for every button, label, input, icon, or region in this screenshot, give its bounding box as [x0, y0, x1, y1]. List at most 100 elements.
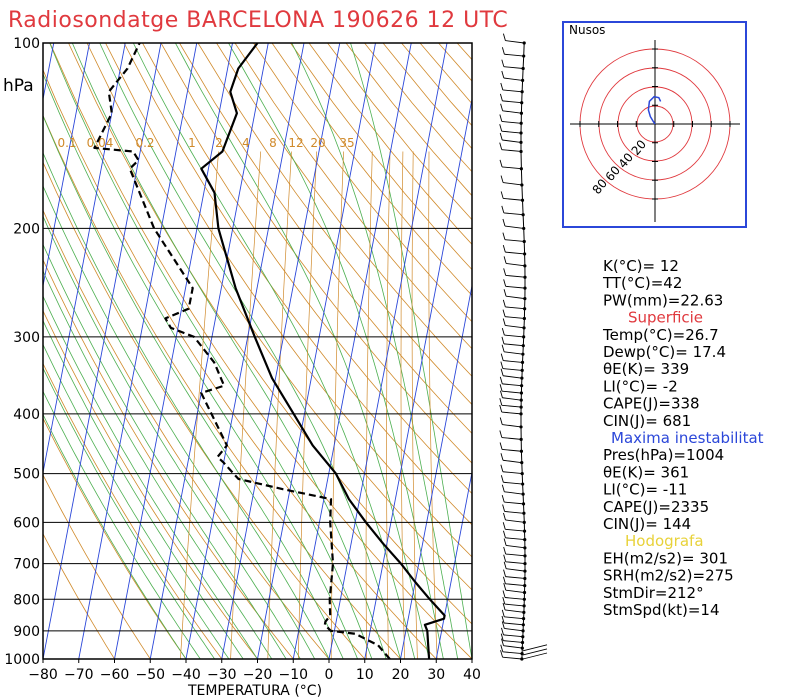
index-row: K(°C)= 12	[603, 257, 679, 275]
barb-station	[522, 226, 526, 231]
mixing-ratio-label: 12	[288, 136, 303, 150]
barb-station	[523, 561, 527, 566]
wind-barb-feather	[501, 627, 504, 636]
mixing-ratio-line	[411, 151, 418, 659]
wind-barb-feather	[499, 442, 503, 450]
isotherm	[292, 43, 412, 659]
wind-barb-feather	[502, 596, 506, 605]
wind-barb-feather	[502, 602, 506, 611]
temperature-tick-label: −40	[171, 667, 201, 683]
pressure-tick-label: 400	[13, 407, 40, 423]
wind-barb	[505, 251, 525, 255]
dry-adiabat	[43, 362, 223, 659]
barb-station	[520, 646, 524, 650]
wind-barb	[502, 656, 522, 660]
isotherm	[400, 283, 472, 659]
barb-station	[522, 610, 526, 614]
moist-adiabat	[43, 243, 287, 659]
wind-barb-feather	[499, 159, 503, 168]
temperature-tick-label: −80	[28, 667, 58, 683]
isotherm	[221, 43, 341, 659]
barb-station	[521, 617, 526, 621]
wind-barb-feather	[501, 615, 505, 624]
wind-barb	[504, 597, 525, 600]
wind-barb	[505, 537, 525, 541]
barb-station	[519, 167, 523, 171]
pressure-axis: 100 200 300 400 500 600 700 800 900 1000	[4, 36, 40, 668]
isotherm	[364, 96, 472, 659]
wind-barb-feather	[502, 590, 506, 598]
mixing-ratio-labels: 0.1 0.04 0.2 1 2 4 8 12 20 35	[57, 136, 354, 150]
wind-barb	[502, 397, 522, 401]
dry-adiabat	[43, 417, 187, 659]
wind-barb-feather	[501, 59, 505, 67]
index-row: CIN(J)= 144	[603, 515, 691, 533]
pressure-tick-label: 800	[13, 592, 40, 608]
wind-barb	[503, 197, 523, 201]
wind-barb	[501, 166, 522, 170]
wind-barb-feather	[501, 621, 505, 629]
wind-barb-feather	[500, 353, 504, 361]
wind-barb	[501, 411, 522, 415]
dewpoint-line	[93, 43, 391, 659]
mixing-ratio-line	[330, 151, 344, 659]
wind-barb-feather	[502, 522, 506, 530]
wind-barb-surface	[522, 652, 548, 660]
wind-barb-feather	[500, 633, 504, 641]
profile-lines	[93, 43, 446, 659]
wind-barb-feather	[499, 142, 503, 150]
wind-barb-feather	[501, 205, 505, 214]
wind-barb	[503, 640, 523, 643]
temperature-tick-label: 20	[392, 667, 410, 683]
index-row: TT(°C)=42	[602, 274, 682, 292]
isotherm	[43, 43, 126, 475]
wind-barb	[503, 77, 523, 81]
pressure-tick-label: 900	[13, 624, 40, 640]
wind-barb-feather	[503, 554, 507, 562]
wind-barb	[506, 262, 525, 267]
wind-barb	[502, 139, 522, 143]
wind-barb-feather	[502, 218, 506, 227]
mixing-ratio-label: 0.2	[135, 136, 154, 150]
index-row: StmDir=212°	[603, 584, 704, 602]
barb-station	[521, 623, 525, 627]
temperature-tick-label: −10	[278, 667, 308, 683]
barb-station	[523, 275, 527, 279]
moist-adiabat	[43, 215, 301, 659]
moist-adiabat	[43, 73, 358, 659]
dry-adiabat	[43, 533, 115, 659]
index-row: CAPE(J)=2335	[603, 498, 709, 516]
dry-adiabat	[43, 68, 437, 659]
mixing-ratio-line	[180, 151, 219, 659]
dry-adiabat	[142, 43, 472, 495]
wind-barb-feather	[502, 299, 506, 308]
mixing-ratio-label: 20	[310, 136, 325, 150]
wind-barb-feather	[502, 309, 506, 317]
wind-barb-feather	[503, 561, 507, 569]
barb-station	[519, 121, 523, 125]
mixing-ratio-label: 0.04	[87, 136, 114, 150]
dry-adiabat	[234, 43, 472, 350]
wind-barb	[504, 603, 525, 607]
moist-adiabat	[43, 319, 244, 659]
wind-barb-feather	[501, 327, 505, 336]
skewt-plot: 0.1 0.04 0.2 1 2 4 8 12 20 35 1002003004005006007…	[3, 36, 481, 699]
wind-barb-feather	[500, 368, 504, 376]
barb-station	[520, 90, 524, 94]
wind-barb-feather	[503, 530, 506, 538]
barb-station	[523, 538, 527, 542]
wind-barb	[505, 324, 525, 329]
mixing-ratio-line	[386, 151, 391, 659]
dry-adiabat	[43, 309, 258, 659]
barb-station	[523, 554, 527, 558]
temperature-tick-label: −20	[243, 667, 273, 683]
pressure-tick-label: 300	[13, 330, 40, 346]
wind-barb	[503, 212, 524, 216]
wind-barb	[506, 295, 525, 300]
wind-barb-feather	[500, 175, 504, 183]
barb-station	[520, 183, 524, 187]
wind-barb	[506, 568, 526, 572]
hodograph-label: Nusos	[569, 23, 605, 37]
moist-adiabat	[71, 43, 387, 659]
wind-barb	[502, 424, 522, 428]
